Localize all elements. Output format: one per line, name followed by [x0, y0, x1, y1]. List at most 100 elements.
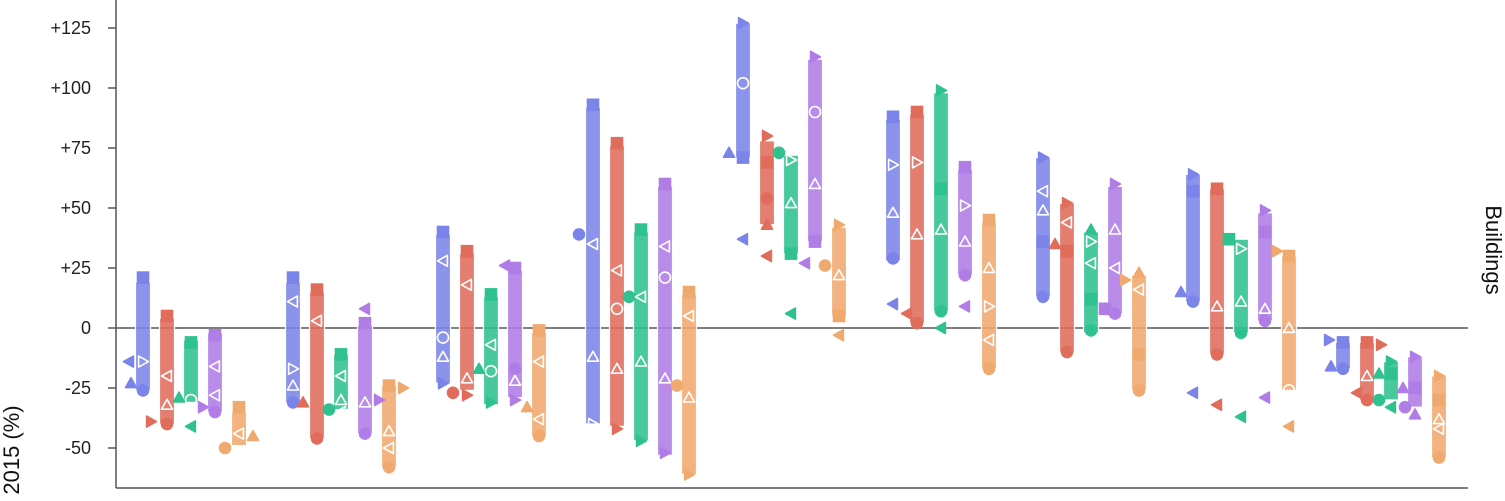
triangle-left-marker: [358, 302, 371, 316]
range-bar: [830, 226, 848, 317]
triangle-up-marker: [934, 223, 948, 235]
triangle-up-marker: [832, 268, 846, 281]
circle-marker: [136, 384, 150, 397]
triangle-right-marker: [461, 388, 474, 402]
square-marker: [1084, 292, 1098, 306]
triangle-left-marker: [498, 259, 511, 272]
circle-marker: [736, 76, 750, 90]
circle-marker: [818, 259, 832, 272]
triangle-up-marker: [1432, 412, 1446, 425]
square-marker: [1186, 184, 1200, 198]
triangle-left-marker: [160, 369, 173, 383]
triangle-up-marker: [520, 400, 534, 413]
square-marker: [832, 309, 846, 323]
triangle-up-marker: [286, 379, 300, 391]
triangle-right-marker: [197, 400, 210, 414]
triangle-left-marker: [658, 240, 671, 253]
y-axis: +125 +100 +75 +50 +25 0 -25 -50: [50, 18, 116, 458]
triangle-up-marker: [1132, 266, 1146, 279]
triangle-left-marker: [610, 264, 623, 277]
triangle-up-marker: [160, 398, 174, 411]
square-marker: [1098, 302, 1112, 316]
triangle-up-marker: [982, 261, 996, 274]
triangle-up-marker: [1210, 300, 1224, 312]
circle-marker: [508, 362, 522, 376]
circle-marker: [446, 386, 460, 400]
triangle-left-marker: [682, 309, 695, 323]
circle-marker: [1060, 345, 1074, 359]
triangle-left-marker: [1282, 420, 1295, 433]
triangle-left-marker: [886, 297, 899, 311]
triangle-up-marker: [886, 206, 900, 218]
square-marker: [382, 379, 396, 392]
circle-marker: [1432, 451, 1446, 464]
square-marker: [958, 160, 972, 174]
range-bar: [1106, 185, 1124, 315]
square-marker: [1360, 336, 1374, 349]
circle-marker: [358, 427, 372, 440]
facet-label: Buildings: [1481, 205, 1505, 294]
circle-marker: [760, 192, 774, 205]
triangle-right-marker: [1235, 242, 1248, 256]
circle-marker: [1360, 393, 1374, 407]
range-bar: [230, 411, 248, 447]
triangle-up-marker: [1396, 381, 1410, 394]
triangle-left-marker: [1108, 261, 1121, 275]
triangle-up-marker: [246, 429, 260, 442]
triangle-up-marker: [1048, 237, 1062, 250]
triangle-right-marker: [683, 468, 696, 481]
square-marker: [184, 336, 198, 349]
circle-marker: [910, 316, 924, 330]
triangle-right-marker: [437, 376, 450, 390]
triangle-left-marker: [382, 441, 395, 455]
square-marker: [1222, 232, 1236, 246]
triangle-left-marker: [1384, 400, 1397, 414]
triangle-up-marker: [358, 396, 372, 408]
square-marker: [160, 309, 174, 323]
triangle-right-marker: [1085, 235, 1098, 248]
triangle-up-marker: [296, 396, 310, 408]
range-bar: [206, 332, 224, 413]
circle-marker: [160, 417, 174, 431]
triangle-up-marker: [658, 372, 672, 384]
circle-marker: [1258, 314, 1272, 328]
range-bar: [932, 92, 950, 312]
circle-marker: [1336, 362, 1350, 376]
y-tick-label: +75: [60, 138, 91, 158]
triangle-left-marker: [586, 237, 599, 251]
triangle-right-marker: [611, 422, 624, 436]
triangle-right-marker: [959, 199, 972, 212]
circle-marker: [286, 396, 300, 409]
triangle-left-marker: [1210, 398, 1223, 412]
triangle-left-marker: [982, 333, 995, 347]
triangle-up-marker: [682, 391, 696, 403]
triangle-right-marker: [1271, 244, 1284, 258]
square-marker: [982, 213, 996, 227]
triangle-right-marker: [737, 16, 750, 30]
triangle-right-marker: [1061, 196, 1074, 210]
range-bar: [506, 269, 524, 399]
triangle-right-marker: [635, 434, 648, 448]
triangle-right-marker: [137, 355, 150, 368]
square-marker: [1408, 381, 1422, 395]
circle-marker: [1108, 307, 1122, 320]
square-marker: [484, 288, 498, 301]
y-axis-label: 2015 (%): [0, 405, 24, 494]
range-bar: [782, 154, 800, 255]
triangle-right-marker: [1323, 333, 1336, 347]
square-marker: [808, 235, 822, 248]
triangle-up-marker: [1372, 367, 1386, 379]
triangle-left-marker: [208, 360, 221, 373]
range-bar: [656, 185, 674, 456]
triangle-left-marker: [286, 295, 299, 308]
circle-marker: [184, 393, 198, 407]
triangle-left-marker: [334, 405, 347, 419]
triangle-up-marker: [172, 391, 186, 403]
square-marker: [610, 136, 624, 150]
triangle-right-marker: [935, 84, 948, 97]
triangle-left-marker: [436, 254, 449, 268]
triangle-up-marker: [382, 424, 396, 437]
range-bar: [806, 58, 824, 243]
square-marker: [136, 271, 150, 284]
range-bar: [980, 221, 998, 370]
